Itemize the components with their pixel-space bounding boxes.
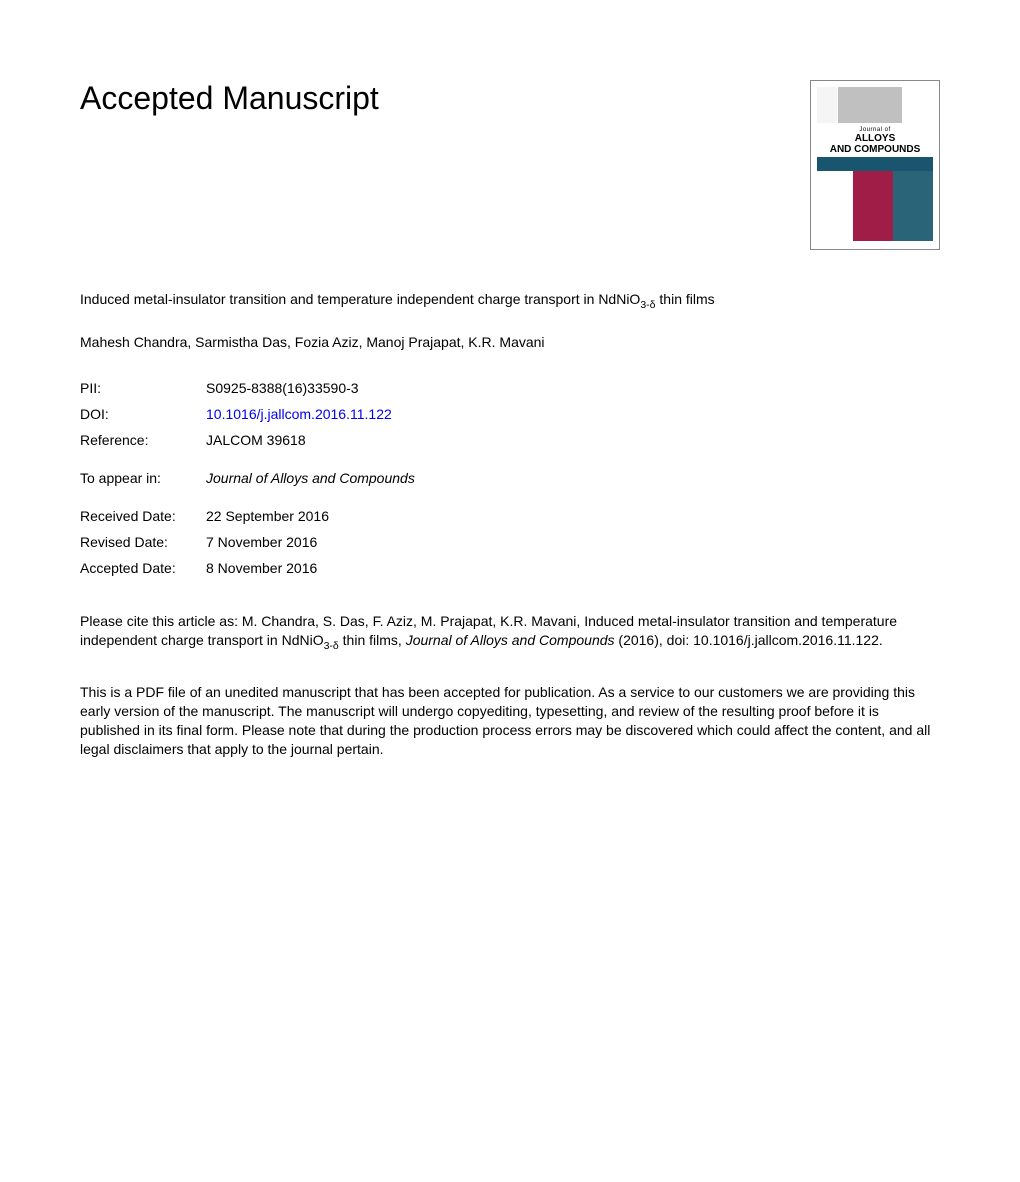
doi-label: DOI: (80, 406, 206, 422)
accepted-date-row: Accepted Date: 8 November 2016 (80, 560, 940, 576)
cover-header-right (903, 87, 933, 123)
cover-color-block-teal (893, 171, 933, 241)
citation-mid: thin films, (339, 632, 406, 648)
to-appear-label: To appear in: (80, 470, 206, 486)
received-date-value: 22 September 2016 (206, 508, 940, 524)
citation-subscript: 3-δ (324, 640, 339, 652)
revised-date-label: Revised Date: (80, 534, 206, 550)
pii-value: S0925-8388(16)33590-3 (206, 380, 940, 396)
article-title: Induced metal-insulator transition and t… (80, 290, 770, 312)
doi-link[interactable]: 10.1016/j.jallcom.2016.11.122 (206, 406, 940, 422)
accepted-date-value: 8 November 2016 (206, 560, 940, 576)
article-title-subscript: 3-δ (640, 299, 655, 311)
article-title-post: thin films (656, 291, 715, 307)
metadata-table: PII: S0925-8388(16)33590-3 DOI: 10.1016/… (80, 380, 940, 448)
accepted-date-label: Accepted Date: (80, 560, 206, 576)
pii-label: PII: (80, 380, 206, 396)
cover-journal-name-line1: ALLOYS (817, 133, 933, 144)
revised-date-row: Revised Date: 7 November 2016 (80, 534, 940, 550)
journal-cover-thumbnail: Journal of ALLOYS AND COMPOUNDS (810, 80, 940, 250)
citation-post: (2016), doi: 10.1016/j.jallcom.2016.11.1… (615, 632, 883, 648)
reference-row: Reference: JALCOM 39618 (80, 432, 940, 448)
accepted-manuscript-heading: Accepted Manuscript (80, 80, 790, 117)
doi-row: DOI: 10.1016/j.jallcom.2016.11.122 (80, 406, 940, 422)
to-appear-row: To appear in: Journal of Alloys and Comp… (80, 470, 940, 486)
reference-label: Reference: (80, 432, 206, 448)
to-appear-value: Journal of Alloys and Compounds (206, 470, 940, 486)
cover-publisher-logo (817, 87, 837, 123)
article-title-pre: Induced metal-insulator transition and t… (80, 291, 640, 307)
cover-header-block (838, 87, 902, 123)
disclaimer-text: This is a PDF file of an unedited manusc… (80, 683, 940, 759)
cover-toc-block (817, 171, 853, 241)
dates-block: Received Date: 22 September 2016 Revised… (80, 508, 940, 576)
pii-row: PII: S0925-8388(16)33590-3 (80, 380, 940, 396)
cover-subtitle-bar (817, 157, 933, 171)
citation-text: Please cite this article as: M. Chandra,… (80, 612, 940, 653)
received-date-row: Received Date: 22 September 2016 (80, 508, 940, 524)
authors-list: Mahesh Chandra, Sarmistha Das, Fozia Azi… (80, 334, 940, 350)
received-date-label: Received Date: (80, 508, 206, 524)
revised-date-value: 7 November 2016 (206, 534, 940, 550)
cover-color-block-red (853, 171, 893, 241)
citation-journal: Journal of Alloys and Compounds (406, 632, 615, 648)
reference-value: JALCOM 39618 (206, 432, 940, 448)
cover-journal-name-line2: AND COMPOUNDS (817, 144, 933, 155)
